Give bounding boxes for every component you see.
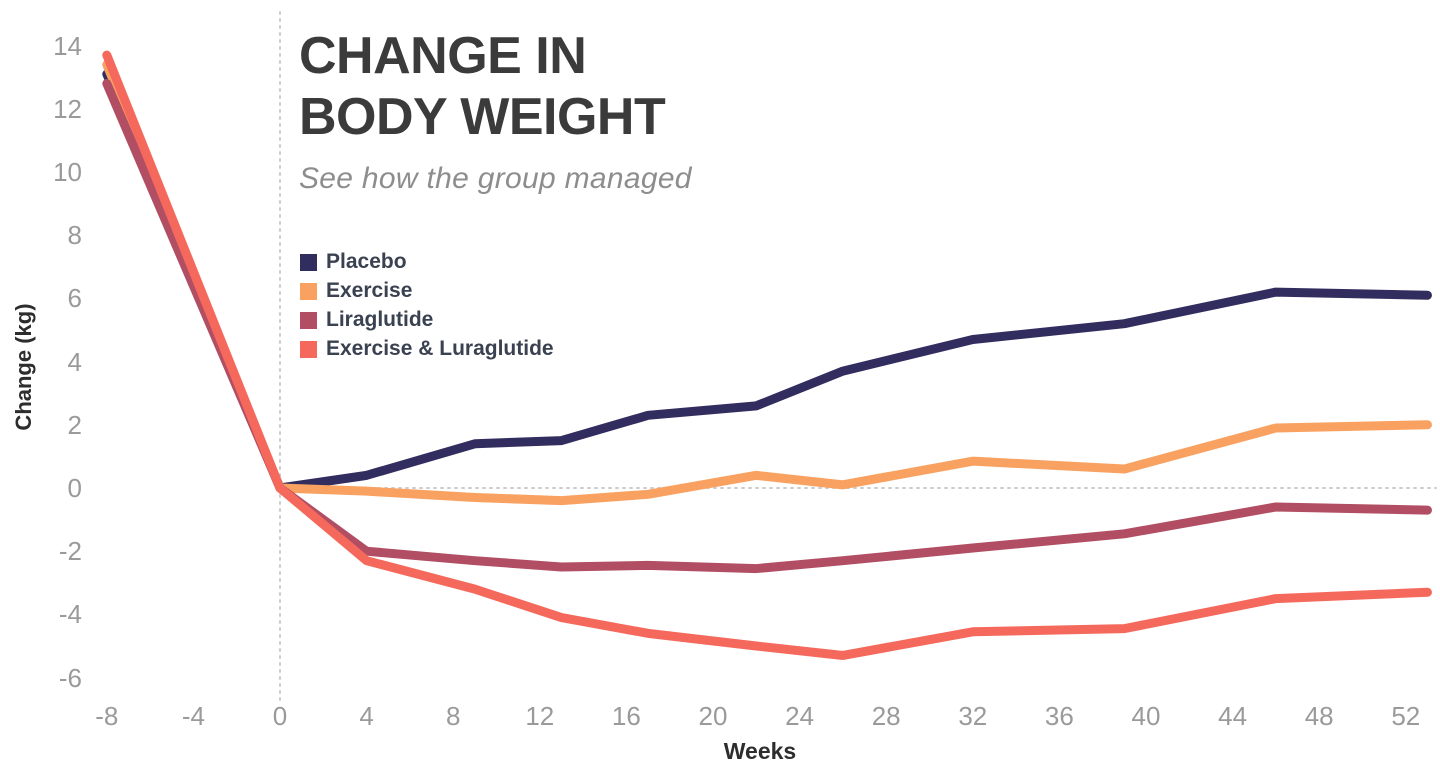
x-tick-label: -8 [95,701,119,731]
line-exercise [102,60,1432,506]
x-tick-label: 44 [1218,701,1248,731]
legend-label: Placebo [326,250,407,273]
x-axis-title: Weeks [723,738,797,764]
x-tick-label: 40 [1131,701,1161,731]
title-block: CHANGE IN BODY WEIGHT See how the group … [299,26,692,196]
y-tick-label: -4 [58,599,82,630]
line-exercise-luraglutide [102,50,1432,660]
y-tick-label: 6 [67,283,82,314]
x-tick-label: 48 [1304,701,1334,731]
x-tick-label: 20 [698,701,728,731]
legend-item: Exercise [300,280,554,302]
y-tick-label: 10 [53,157,82,187]
y-tick-label: 2 [67,409,82,440]
y-tick-label: -6 [58,662,82,693]
chart-title-line-1: CHANGE IN [299,27,587,85]
x-tick-label: 0 [272,701,288,731]
y-tick-label: -2 [58,536,82,567]
legend-item: Placebo [300,251,554,273]
x-tick-label: 24 [785,701,815,731]
y-tick-label: 12 [53,93,82,124]
legend-swatch [300,253,317,271]
x-tick-label: 8 [445,701,461,731]
x-tick-label: 52 [1391,701,1421,731]
x-tick-label: 16 [611,701,641,731]
legend: Placebo Exercise Liraglutide Exercise & Lur… [300,251,554,367]
x-tick-label: 28 [871,701,901,731]
y-tick-label: 8 [67,220,82,251]
y-axis-title: Change (kg) [11,303,36,431]
x-tick-label: 36 [1044,701,1074,731]
legend-swatch [300,311,317,329]
legend-swatch [300,340,317,358]
x-tick-label: 4 [359,701,374,731]
legend-label: Liraglutide [326,308,434,331]
chart-subtitle: See how the group managed [299,162,692,195]
legend-swatch [300,282,317,300]
legend-label: Exercise [326,279,413,302]
x-tick-label: -4 [181,701,205,731]
legend-item: Exercise & Luraglutide [300,338,554,360]
x-tick-label: 12 [525,701,555,731]
line-liraglutide [102,79,1432,574]
legend-item: Liraglutide [300,309,554,331]
line-placebo [102,69,1432,493]
chart-title-line-2: BODY WEIGHT [299,88,666,146]
y-tick-label: 4 [67,346,82,377]
y-tick-label: 14 [53,30,82,61]
x-tick-label: 32 [958,701,988,731]
y-tick-label: 0 [67,473,82,503]
legend-label: Exercise & Luraglutide [326,337,554,360]
